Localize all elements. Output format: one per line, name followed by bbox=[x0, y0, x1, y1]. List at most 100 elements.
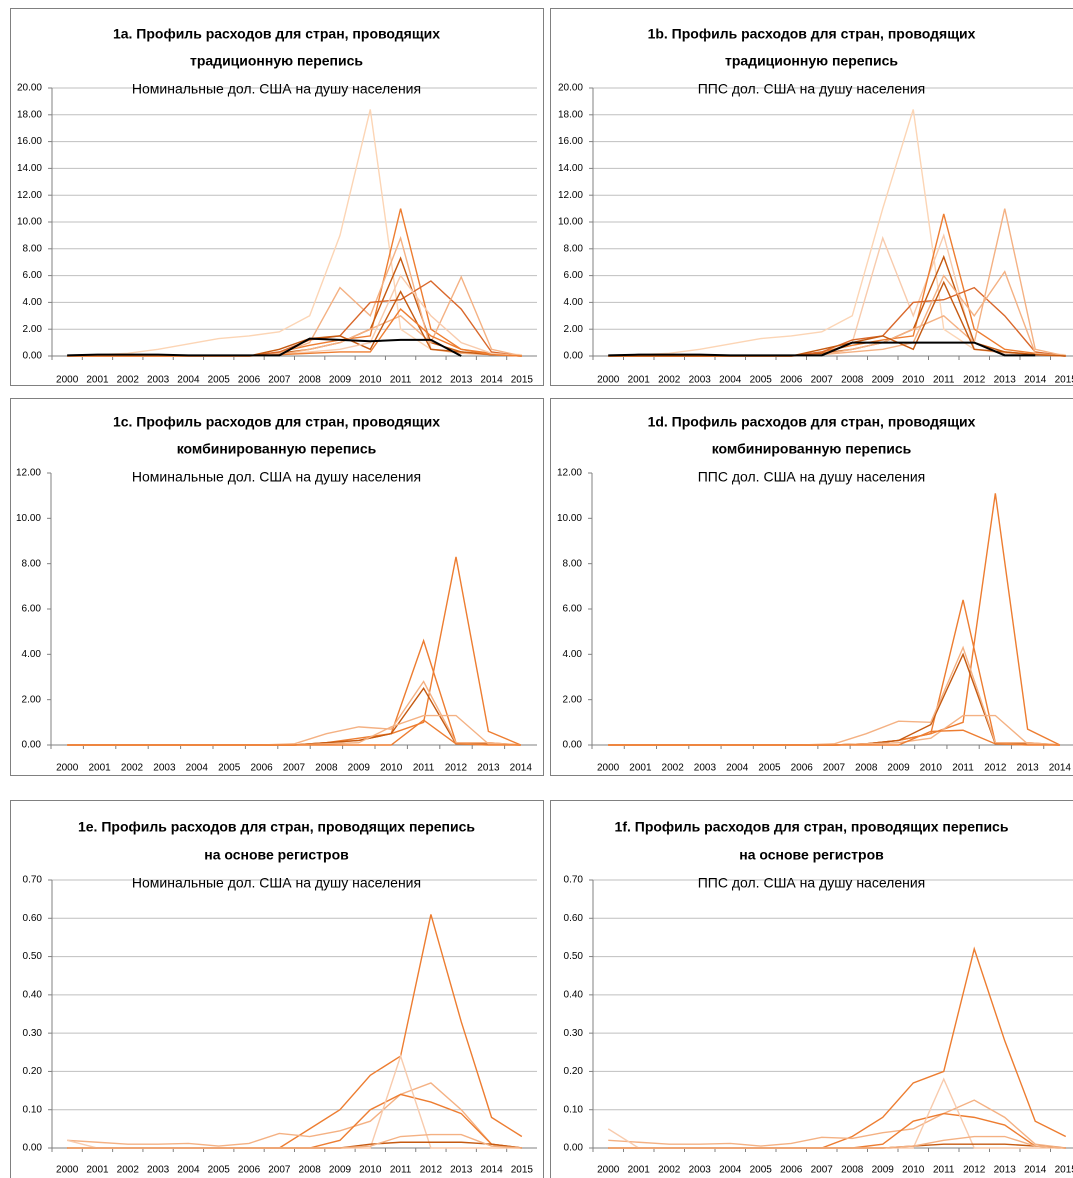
series-line bbox=[608, 599, 1060, 746]
panel-border bbox=[550, 8, 1073, 386]
x-tick-label: 2013 bbox=[1016, 763, 1039, 774]
series-line bbox=[608, 493, 1061, 746]
y-tick-label: 0.00 bbox=[563, 740, 583, 751]
y-tick-label: 8.00 bbox=[564, 243, 584, 254]
y-tick-label: 0.00 bbox=[23, 1143, 43, 1154]
y-tick-label: 14.00 bbox=[17, 163, 42, 174]
x-tick-label: 2008 bbox=[855, 763, 878, 774]
y-tick-label: 8.00 bbox=[23, 243, 43, 254]
y-tick-label: 4.00 bbox=[22, 649, 42, 660]
x-tick-label: 2003 bbox=[689, 375, 712, 386]
y-tick-label: 6.00 bbox=[563, 604, 583, 615]
series-line bbox=[608, 109, 1066, 357]
x-tick-label: 2003 bbox=[153, 763, 176, 774]
y-tick-label: 12.00 bbox=[557, 468, 582, 479]
panel-border bbox=[10, 398, 544, 776]
y-tick-label: 0.20 bbox=[564, 1066, 584, 1077]
series-line bbox=[608, 1135, 1066, 1149]
y-tick-label: 6.00 bbox=[22, 604, 42, 615]
y-tick-label: 12.00 bbox=[16, 468, 41, 479]
y-tick-label: 18.00 bbox=[17, 109, 42, 120]
series-line bbox=[67, 256, 522, 357]
y-tick-label: 0.00 bbox=[23, 351, 43, 362]
x-tick-label: 2007 bbox=[811, 1165, 834, 1176]
y-tick-label: 12.00 bbox=[558, 190, 583, 201]
x-tick-label: 2015 bbox=[1055, 1165, 1073, 1176]
series-line bbox=[67, 556, 522, 746]
y-tick-label: 0.40 bbox=[23, 989, 43, 1000]
series-line bbox=[67, 308, 522, 357]
x-tick-label: 2011 bbox=[952, 763, 974, 774]
x-tick-label: 2011 bbox=[390, 375, 412, 386]
x-tick-label: 2004 bbox=[719, 375, 742, 386]
chart-title: на основе регистров bbox=[739, 847, 884, 863]
x-tick-label: 2004 bbox=[177, 1165, 200, 1176]
x-tick-label: 2012 bbox=[984, 763, 1007, 774]
x-tick-label: 2014 bbox=[1049, 763, 1072, 774]
series-line bbox=[608, 1099, 1066, 1149]
series-line bbox=[67, 1141, 522, 1149]
x-tick-label: 2010 bbox=[920, 763, 943, 774]
x-tick-label: 2001 bbox=[86, 375, 109, 386]
x-tick-label: 2007 bbox=[823, 763, 846, 774]
x-tick-label: 2005 bbox=[758, 763, 781, 774]
x-tick-label: 2015 bbox=[1055, 375, 1073, 386]
x-tick-label: 2000 bbox=[56, 763, 79, 774]
x-tick-label: 2014 bbox=[480, 375, 503, 386]
series-line bbox=[67, 719, 521, 746]
x-tick-label: 2010 bbox=[380, 763, 403, 774]
x-tick-label: 2007 bbox=[283, 763, 306, 774]
y-tick-label: 10.00 bbox=[558, 217, 583, 228]
x-tick-label: 2012 bbox=[420, 375, 443, 386]
x-tick-label: 2010 bbox=[902, 375, 925, 386]
y-tick-label: 4.00 bbox=[23, 297, 43, 308]
x-tick-label: 2009 bbox=[329, 375, 352, 386]
x-tick-label: 2000 bbox=[597, 375, 620, 386]
y-tick-label: 0.00 bbox=[564, 1143, 584, 1154]
y-tick-label: 6.00 bbox=[23, 270, 43, 281]
y-tick-label: 0.60 bbox=[564, 913, 584, 924]
series-line bbox=[608, 341, 1036, 357]
y-tick-label: 0.50 bbox=[23, 951, 43, 962]
x-tick-label: 2008 bbox=[299, 1165, 322, 1176]
y-tick-label: 18.00 bbox=[558, 109, 583, 120]
y-tick-label: 0.10 bbox=[23, 1104, 43, 1115]
series-line bbox=[67, 1082, 522, 1149]
y-tick-label: 2.00 bbox=[563, 694, 583, 705]
series-line bbox=[608, 233, 1066, 357]
series-line bbox=[67, 109, 522, 357]
x-tick-label: 2002 bbox=[117, 1165, 140, 1176]
series-line bbox=[608, 729, 1060, 746]
y-tick-label: 0.70 bbox=[564, 875, 584, 886]
x-tick-label: 2006 bbox=[791, 763, 814, 774]
series-line bbox=[608, 213, 1066, 357]
x-tick-label: 2004 bbox=[726, 763, 749, 774]
chart-title: 1b. Профиль расходов для стран, проводящ… bbox=[648, 26, 976, 42]
chart-title: на основе регистров bbox=[204, 847, 349, 863]
x-tick-label: 2006 bbox=[238, 1165, 261, 1176]
x-tick-label: 2004 bbox=[719, 1165, 742, 1176]
panel-border bbox=[10, 800, 544, 1178]
x-tick-label: 2005 bbox=[218, 763, 241, 774]
x-tick-label: 2010 bbox=[359, 375, 382, 386]
x-tick-label: 2009 bbox=[887, 763, 910, 774]
x-tick-label: 2007 bbox=[268, 375, 291, 386]
y-tick-label: 14.00 bbox=[558, 163, 583, 174]
panel-border bbox=[10, 8, 544, 386]
y-tick-label: 10.00 bbox=[17, 217, 42, 228]
x-tick-label: 2000 bbox=[597, 1165, 620, 1176]
x-tick-label: 2009 bbox=[872, 1165, 895, 1176]
x-tick-label: 2014 bbox=[480, 1165, 503, 1176]
x-tick-label: 2001 bbox=[86, 1165, 109, 1176]
x-tick-label: 2006 bbox=[780, 1165, 803, 1176]
x-tick-label: 2012 bbox=[963, 1165, 986, 1176]
y-tick-label: 4.00 bbox=[564, 297, 584, 308]
panel-border bbox=[550, 800, 1073, 1178]
y-tick-label: 10.00 bbox=[16, 513, 41, 524]
x-tick-label: 2011 bbox=[413, 763, 435, 774]
subtitle: Номинальные дол. США на душу населения bbox=[132, 81, 421, 97]
x-tick-label: 2004 bbox=[186, 763, 209, 774]
series-line bbox=[67, 1133, 522, 1149]
y-tick-label: 16.00 bbox=[17, 136, 42, 147]
y-tick-label: 0.30 bbox=[23, 1028, 43, 1039]
